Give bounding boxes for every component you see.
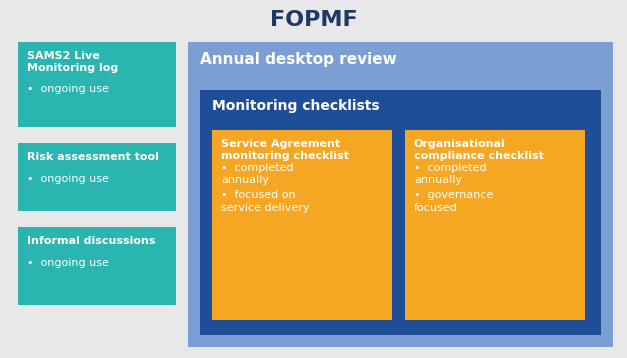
Text: •  ongoing use: • ongoing use xyxy=(27,174,109,184)
Text: •  ongoing use: • ongoing use xyxy=(27,84,109,95)
Text: •  completed
annually: • completed annually xyxy=(414,163,487,185)
FancyBboxPatch shape xyxy=(18,227,176,305)
FancyBboxPatch shape xyxy=(212,130,392,320)
FancyBboxPatch shape xyxy=(18,143,176,211)
FancyBboxPatch shape xyxy=(188,42,613,347)
Text: •  completed
annually: • completed annually xyxy=(221,163,293,185)
Text: •  ongoing use: • ongoing use xyxy=(27,258,109,268)
Text: Annual desktop review: Annual desktop review xyxy=(200,52,397,67)
Text: •  governance
focused: • governance focused xyxy=(414,190,493,213)
Text: Monitoring checklists: Monitoring checklists xyxy=(212,99,379,113)
Text: Service Agreement
monitoring checklist: Service Agreement monitoring checklist xyxy=(221,139,349,161)
FancyBboxPatch shape xyxy=(405,130,585,320)
Text: •  focused on
service delivery: • focused on service delivery xyxy=(221,190,310,213)
Text: Informal discussions: Informal discussions xyxy=(27,236,155,246)
Text: Organisational
compliance checklist: Organisational compliance checklist xyxy=(414,139,544,161)
FancyBboxPatch shape xyxy=(18,42,176,127)
Text: FOPMF: FOPMF xyxy=(270,10,357,30)
Text: SAMS2 Live
Monitoring log: SAMS2 Live Monitoring log xyxy=(27,51,119,73)
FancyBboxPatch shape xyxy=(200,90,601,335)
Text: Risk assessment tool: Risk assessment tool xyxy=(27,152,159,162)
